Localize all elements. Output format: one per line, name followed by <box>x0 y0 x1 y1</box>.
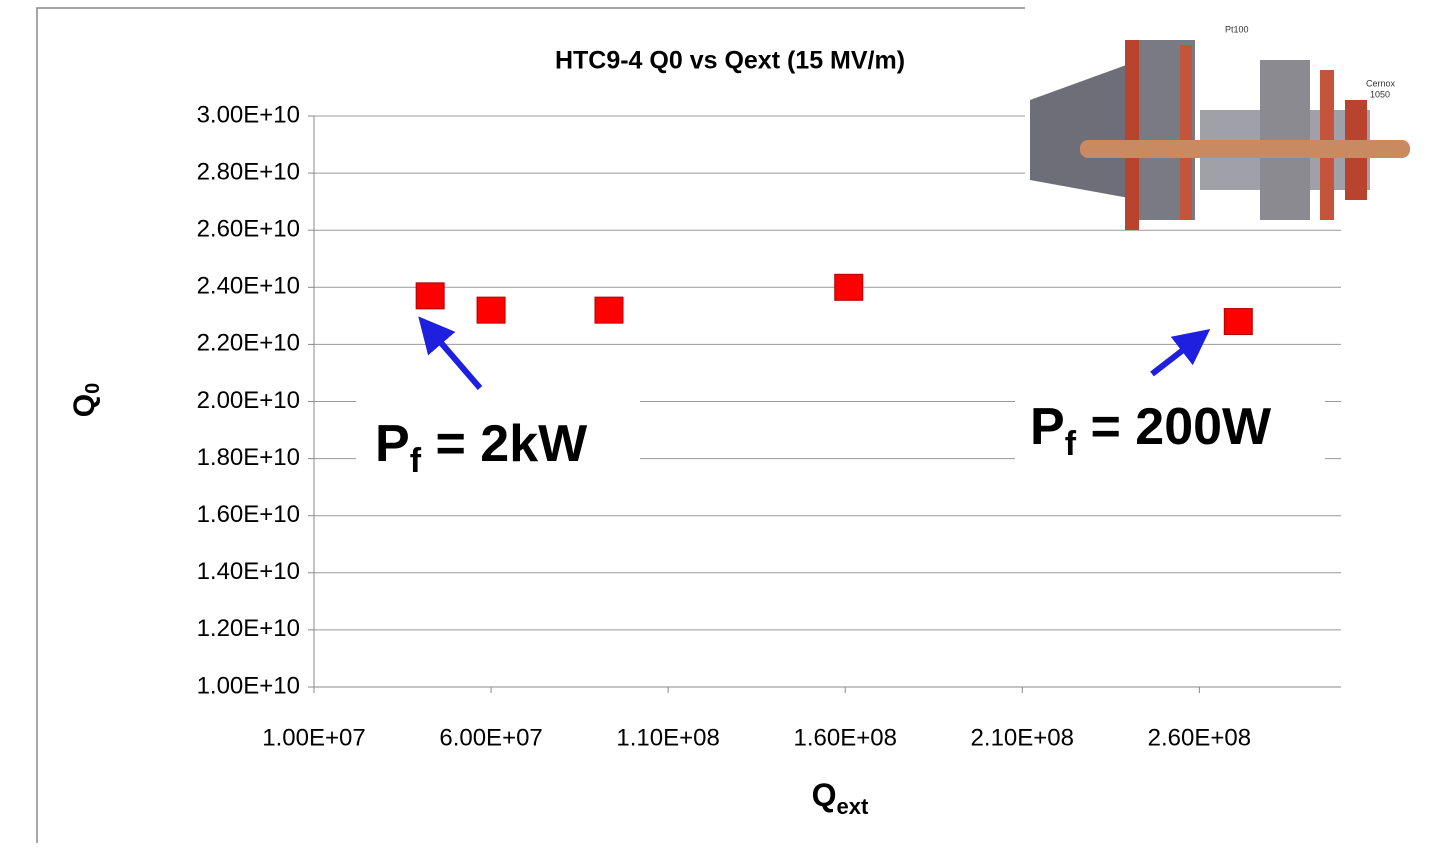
x-tick-label: 1.00E+07 <box>262 724 365 751</box>
annotation-rest: = 2kW <box>421 415 588 473</box>
inset-label: Pt100 <box>1225 24 1249 34</box>
y-axis-label-main: Q <box>68 394 101 417</box>
y-tick-label: 1.20E+10 <box>197 615 300 642</box>
annotation-rest: = 200W <box>1076 398 1272 456</box>
inset-image: Pt100 Cernox 1050 <box>1025 0 1437 230</box>
x-tick-label: 1.60E+08 <box>793 724 896 751</box>
annotation: Pf = 2kW <box>375 415 588 480</box>
y-tick-label: 2.00E+10 <box>197 387 300 414</box>
y-axis-label-sub: 0 <box>82 383 104 394</box>
inset-label: 1050 <box>1370 89 1390 99</box>
annotation-sub: f <box>410 442 422 480</box>
y-tick-label: 1.60E+10 <box>197 501 300 528</box>
y-tick-label: 2.20E+10 <box>197 330 300 357</box>
x-tick-label: 1.10E+08 <box>616 724 719 751</box>
y-tick-label: 2.80E+10 <box>197 158 300 185</box>
annotation-main: P <box>375 415 410 473</box>
y-tick-label: 1.00E+10 <box>197 672 300 699</box>
y-tick-label: 1.40E+10 <box>197 558 300 585</box>
page: {"chart_data": { "type": "scatter", "tit… <box>0 0 1437 843</box>
x-axis-label-main: Q <box>812 777 837 813</box>
chart-title: HTC9-4 Q0 vs Qext (15 MV/m) <box>555 47 905 75</box>
x-axis-label-sub: ext <box>837 794 869 819</box>
data-point <box>1224 309 1252 335</box>
data-point <box>835 274 863 300</box>
data-point <box>477 297 505 323</box>
inset-label: Cernox <box>1366 78 1396 88</box>
y-tick-label: 1.80E+10 <box>197 444 300 471</box>
annotation-main: P <box>1030 398 1065 456</box>
y-tick-label: 2.60E+10 <box>197 216 300 243</box>
y-tick-label: 2.40E+10 <box>197 273 300 300</box>
x-tick-label: 2.10E+08 <box>971 724 1074 751</box>
x-tick-label: 2.60E+08 <box>1148 724 1251 751</box>
annotation-sub: f <box>1065 425 1077 463</box>
chart: 1.00E+10 1.20E+10 1.40E+10 1.60E+10 1.80E+10… <box>0 0 1437 843</box>
data-point <box>595 297 623 323</box>
y-tick-label: 3.00E+10 <box>197 101 300 128</box>
x-tick-label: 6.00E+07 <box>439 724 542 751</box>
data-point <box>416 283 444 309</box>
